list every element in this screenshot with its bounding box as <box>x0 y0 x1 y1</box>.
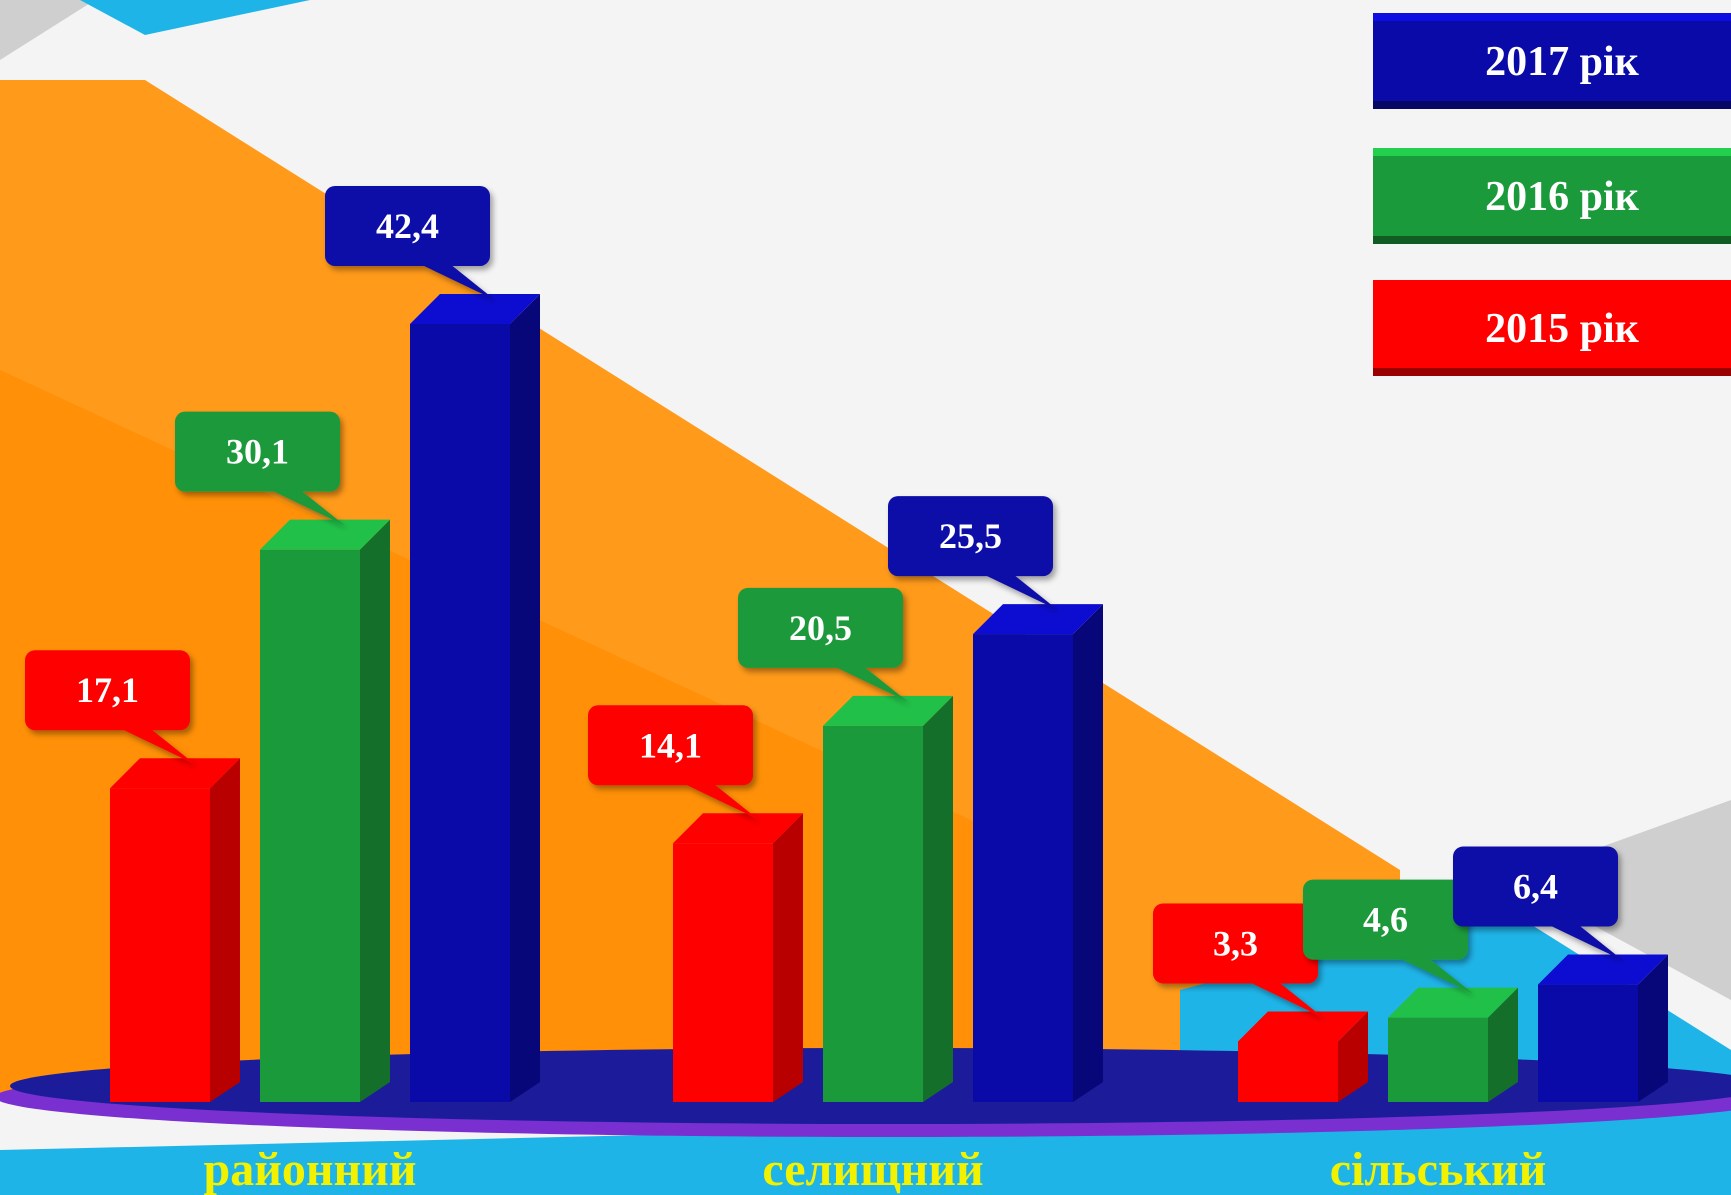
data-labels-layer: 17,1 30,1 42,4 14,1 20,5 25,5 3,3 4,6 6,4 <box>25 185 1623 1018</box>
bar <box>260 519 390 1102</box>
data-label-text: 3,3 <box>1213 923 1258 963</box>
data-label-text: 17,1 <box>76 670 139 710</box>
category-label: сільський <box>1330 1143 1547 1195</box>
bar <box>823 695 953 1102</box>
bar <box>673 813 803 1102</box>
data-label-text: 20,5 <box>789 608 852 648</box>
category-labels-layer: районний селищний сільський <box>204 1143 1547 1195</box>
data-label: 25,5 <box>888 496 1058 611</box>
bg-gray-right <box>1510 800 1731 1000</box>
data-label: 3,3 <box>1153 903 1323 1018</box>
data-label-text: 30,1 <box>226 432 289 472</box>
legend-label: 2015 рік <box>1485 306 1640 352</box>
category-label: селищний <box>762 1143 983 1195</box>
bar <box>973 604 1103 1102</box>
bg-gray-shape <box>0 0 95 60</box>
data-label: 17,1 <box>25 650 195 765</box>
data-label-text: 4,6 <box>1363 900 1408 940</box>
bar <box>1238 1011 1368 1102</box>
data-label-text: 25,5 <box>939 516 1002 556</box>
data-label-text: 6,4 <box>1513 867 1558 907</box>
legend-item: 2015 рік <box>1373 280 1731 376</box>
data-label: 30,1 <box>175 411 345 526</box>
data-label-text: 14,1 <box>639 725 702 765</box>
legend-item: 2016 рік <box>1373 148 1731 244</box>
legend-label: 2017 рік <box>1485 39 1640 85</box>
bars-layer <box>110 293 1668 1103</box>
bar <box>110 758 240 1102</box>
legend: 2017 рік 2016 рік 2015 рік <box>1373 13 1731 376</box>
data-label-text: 42,4 <box>376 206 439 246</box>
bar <box>1388 987 1518 1102</box>
data-label: 14,1 <box>588 705 758 820</box>
category-label: районний <box>204 1143 417 1195</box>
data-label: 42,4 <box>325 185 495 300</box>
data-label: 20,5 <box>738 587 908 702</box>
data-label: 6,4 <box>1453 846 1623 961</box>
data-label: 4,6 <box>1303 879 1473 994</box>
legend-item: 2017 рік <box>1373 13 1731 109</box>
bar <box>1538 954 1668 1102</box>
bar <box>410 293 540 1103</box>
bg-cyan-stripe <box>80 0 310 35</box>
legend-label: 2016 рік <box>1485 174 1640 220</box>
